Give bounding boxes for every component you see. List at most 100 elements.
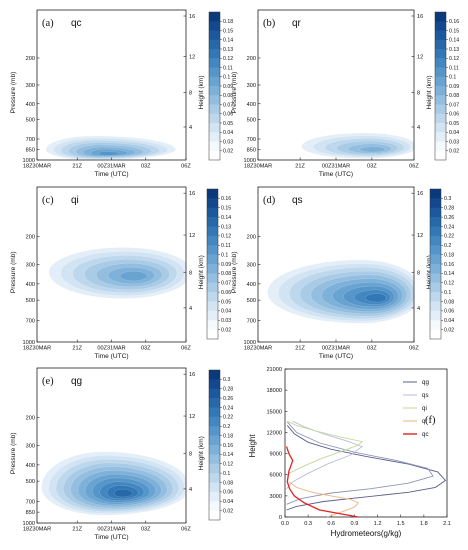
colorbar-tick-label: 0.24 [444, 224, 454, 230]
heatmap-panel-qi: 1000 700 500 400 300 200 18Z30MAR 21Z 00Z31MAR 03… [10, 186, 231, 360]
y-tick-label: 700 [26, 318, 35, 324]
y2-tick-label: 8 [189, 91, 192, 97]
y2-tick-label: 8 [189, 270, 192, 276]
colorbar-swatch [209, 21, 220, 31]
colorbar-swatch [207, 254, 218, 265]
heatmap-fill [45, 135, 176, 160]
x-tick-label: 03Z [141, 346, 151, 352]
colorbar-swatch [207, 301, 218, 312]
y-tick-label: 700 [26, 137, 35, 143]
heatmap-panel-qs: 1000 700 500 400 300 200 18Z30MAR 21Z 00Z31MAR 03… [231, 186, 454, 360]
colorbar-swatch [430, 189, 441, 199]
colorbar-tick-label: 0.11 [449, 65, 459, 71]
series-line-qi-3 [287, 420, 364, 474]
colorbar-tick-label: 0.04 [223, 499, 233, 505]
y-tick-label: 700 [247, 137, 256, 143]
colorbar-swatch [209, 150, 220, 161]
colorbar-tick-label: 0.11 [223, 65, 233, 71]
colorbar-swatch [209, 491, 220, 502]
legend-label: qr [422, 418, 428, 425]
colorbar-swatch [430, 310, 441, 321]
colorbar-tick-label: 0.13 [221, 224, 231, 230]
y2-tick-label: 12 [417, 233, 423, 239]
colorbar-swatch [430, 273, 441, 284]
colorbar-swatch [209, 426, 220, 436]
x-tick-label: 03Z [141, 527, 151, 533]
x-tick-label: 18Z30MAR [244, 346, 272, 352]
colorbar-swatch [435, 49, 446, 59]
variable-label: qg [71, 376, 82, 387]
colorbar-swatch [209, 510, 220, 521]
y2-tick-label: 8 [417, 270, 420, 276]
colorbar-tick-label: 0.1 [223, 75, 230, 81]
variable-label: qc [71, 18, 82, 29]
colorbar-tick-label: 0.15 [223, 28, 233, 34]
heatmap-panel-qc: 1000 850 700 500 400 300 200 18Z30MAR 21Z 00Z31MA… [10, 9, 233, 178]
y-tick-label: 400 [247, 282, 256, 288]
y-tick-label: 500 [26, 298, 35, 304]
colorbar-swatch [209, 49, 220, 59]
y-tick-label: 300 [247, 263, 256, 269]
colorbar-swatch [207, 320, 218, 330]
y-tick-label: 850 [247, 148, 256, 154]
y-tick-label: 1000 [23, 340, 35, 346]
colorbar-tick-label: 0.3 [223, 377, 230, 383]
colorbar-tick-label: 0.16 [223, 443, 233, 449]
colorbar-swatch [209, 141, 220, 152]
y2-tick-label: 4 [189, 306, 192, 312]
colorbar-swatch [207, 226, 218, 237]
y-tick-label: 15000 [266, 409, 282, 415]
colorbar-tick-label: 0.02 [223, 149, 233, 155]
x-axis-label: Hydrometeors(g/kg) [331, 529, 402, 538]
heatmap-fill [48, 247, 186, 299]
colorbar-swatch [435, 86, 446, 96]
x-tick-label: 18Z30MAR [23, 346, 51, 352]
x-tick-label: 21Z [72, 164, 82, 170]
colorbar-tick-label: 0.08 [444, 299, 454, 305]
colorbar-swatch [435, 67, 446, 78]
colorbar-tick-label: 0.04 [223, 130, 233, 136]
colorbar-swatch [207, 273, 218, 284]
y2-tick-label: 8 [189, 451, 192, 457]
colorbar-tick-label: 0.05 [449, 121, 459, 127]
y-tick-label: 200 [26, 56, 35, 62]
y2-axis-label: Height (km) [426, 75, 433, 109]
colorbar-tick-label: 0.2 [223, 424, 230, 430]
colorbar-swatch [435, 95, 446, 105]
colorbar-swatch [207, 329, 218, 340]
variable-label: qs [292, 195, 303, 206]
variable-label: qr [292, 18, 302, 29]
colorbar-tick-label: 0.08 [449, 93, 459, 99]
colorbar-swatch [209, 482, 220, 493]
colorbar-swatch [209, 445, 220, 455]
colorbar-swatch [430, 320, 441, 330]
y-tick-label: 200 [247, 235, 256, 241]
x-axis-label: Time (UTC) [319, 353, 353, 360]
x-axis-label: Time (UTC) [94, 171, 128, 178]
colorbar-tick-label: 0.15 [449, 28, 459, 34]
colorbar-tick-label: 0.12 [444, 281, 454, 287]
y2-axis-label: Height (km) [198, 436, 205, 470]
colorbar-tick-label: 0.06 [223, 112, 233, 118]
colorbar-tick-label: 0.14 [444, 271, 454, 277]
panel-label: (e) [42, 376, 54, 387]
y2-tick-label: 4 [417, 306, 420, 312]
y-tick-label: 850 [26, 510, 35, 516]
x-tick-label: 00Z31MAR [97, 164, 125, 170]
colorbar-tick-label: 0.3 [444, 196, 451, 202]
x-tick-label: 00Z31MAR [97, 527, 125, 533]
x-tick-label: 06Z [181, 164, 191, 170]
colorbar-swatch [207, 189, 218, 199]
colorbar-tick-label: 0.09 [221, 262, 231, 268]
series-line-qc-5 [285, 446, 359, 518]
x-tick-label: 0.6 [327, 521, 335, 527]
colorbar-swatch [209, 132, 220, 142]
colorbar-tick-label: 0.09 [223, 84, 233, 90]
colorbar-tick-label: 0.12 [223, 462, 233, 468]
y-tick-label: 300 [247, 83, 256, 89]
y2-tick-label: 16 [417, 14, 423, 20]
y2-tick-label: 16 [417, 191, 423, 197]
colorbar-tick-label: 0.04 [444, 318, 454, 324]
colorbar-swatch [207, 207, 218, 218]
